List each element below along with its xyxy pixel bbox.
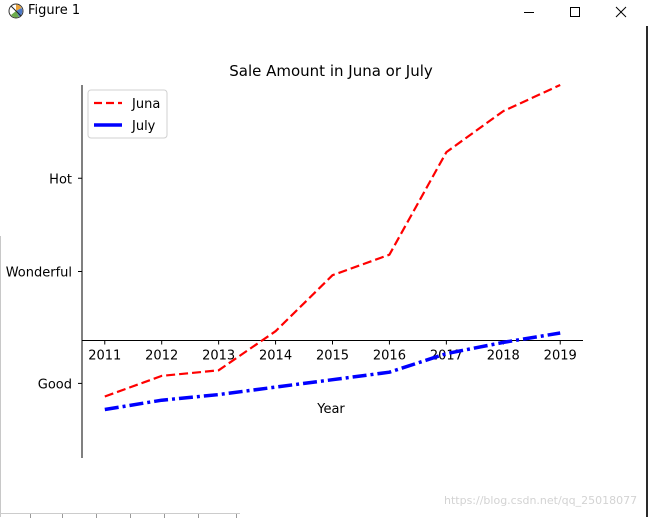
chart-title: Sale Amount in Juna or July	[229, 62, 433, 80]
minimize-button[interactable]	[506, 0, 552, 24]
legend-label-juna: Juna	[131, 97, 160, 112]
x-tick-label: 2011	[88, 349, 121, 364]
x-tick-label: 2013	[202, 349, 235, 364]
minimize-icon	[524, 12, 534, 13]
series-line-juna	[104, 84, 561, 398]
y-tick-label: Good	[38, 377, 72, 392]
x-tick-label: 2012	[145, 349, 178, 364]
window-title: Figure 1	[28, 3, 81, 18]
line-chart: Sale Amount in Juna or July 2011 2012 2013…	[6, 62, 583, 458]
legend-label-july: July	[131, 119, 156, 134]
close-icon	[615, 6, 627, 18]
maximize-icon	[570, 7, 580, 17]
background-window-edge	[0, 236, 1, 517]
legend: Juna July	[87, 89, 168, 139]
x-tick-label: 2019	[544, 349, 577, 364]
x-tick-label: 2014	[259, 349, 292, 364]
maximize-button[interactable]	[552, 0, 598, 24]
toolbar	[0, 513, 240, 518]
title-bar: Figure 1	[0, 0, 650, 24]
window-border	[646, 26, 648, 517]
close-button[interactable]	[598, 0, 644, 24]
watermark: https://blog.csdn.net/qq_25018077	[444, 494, 638, 507]
y-tick-label: Hot	[49, 172, 72, 187]
x-tick-label: 2016	[373, 349, 406, 364]
matplotlib-icon	[8, 3, 24, 19]
axes: 2011 2012 2013 2014 2015 2016 2017 2018 2019Good…	[6, 85, 583, 458]
x-tick-label: 2018	[487, 349, 520, 364]
x-axis-label: Year	[316, 402, 345, 417]
x-tick-label: 2015	[316, 349, 349, 364]
series-line-july	[104, 331, 561, 412]
y-tick-label: Wonderful	[6, 266, 72, 281]
series-layer	[104, 84, 561, 412]
